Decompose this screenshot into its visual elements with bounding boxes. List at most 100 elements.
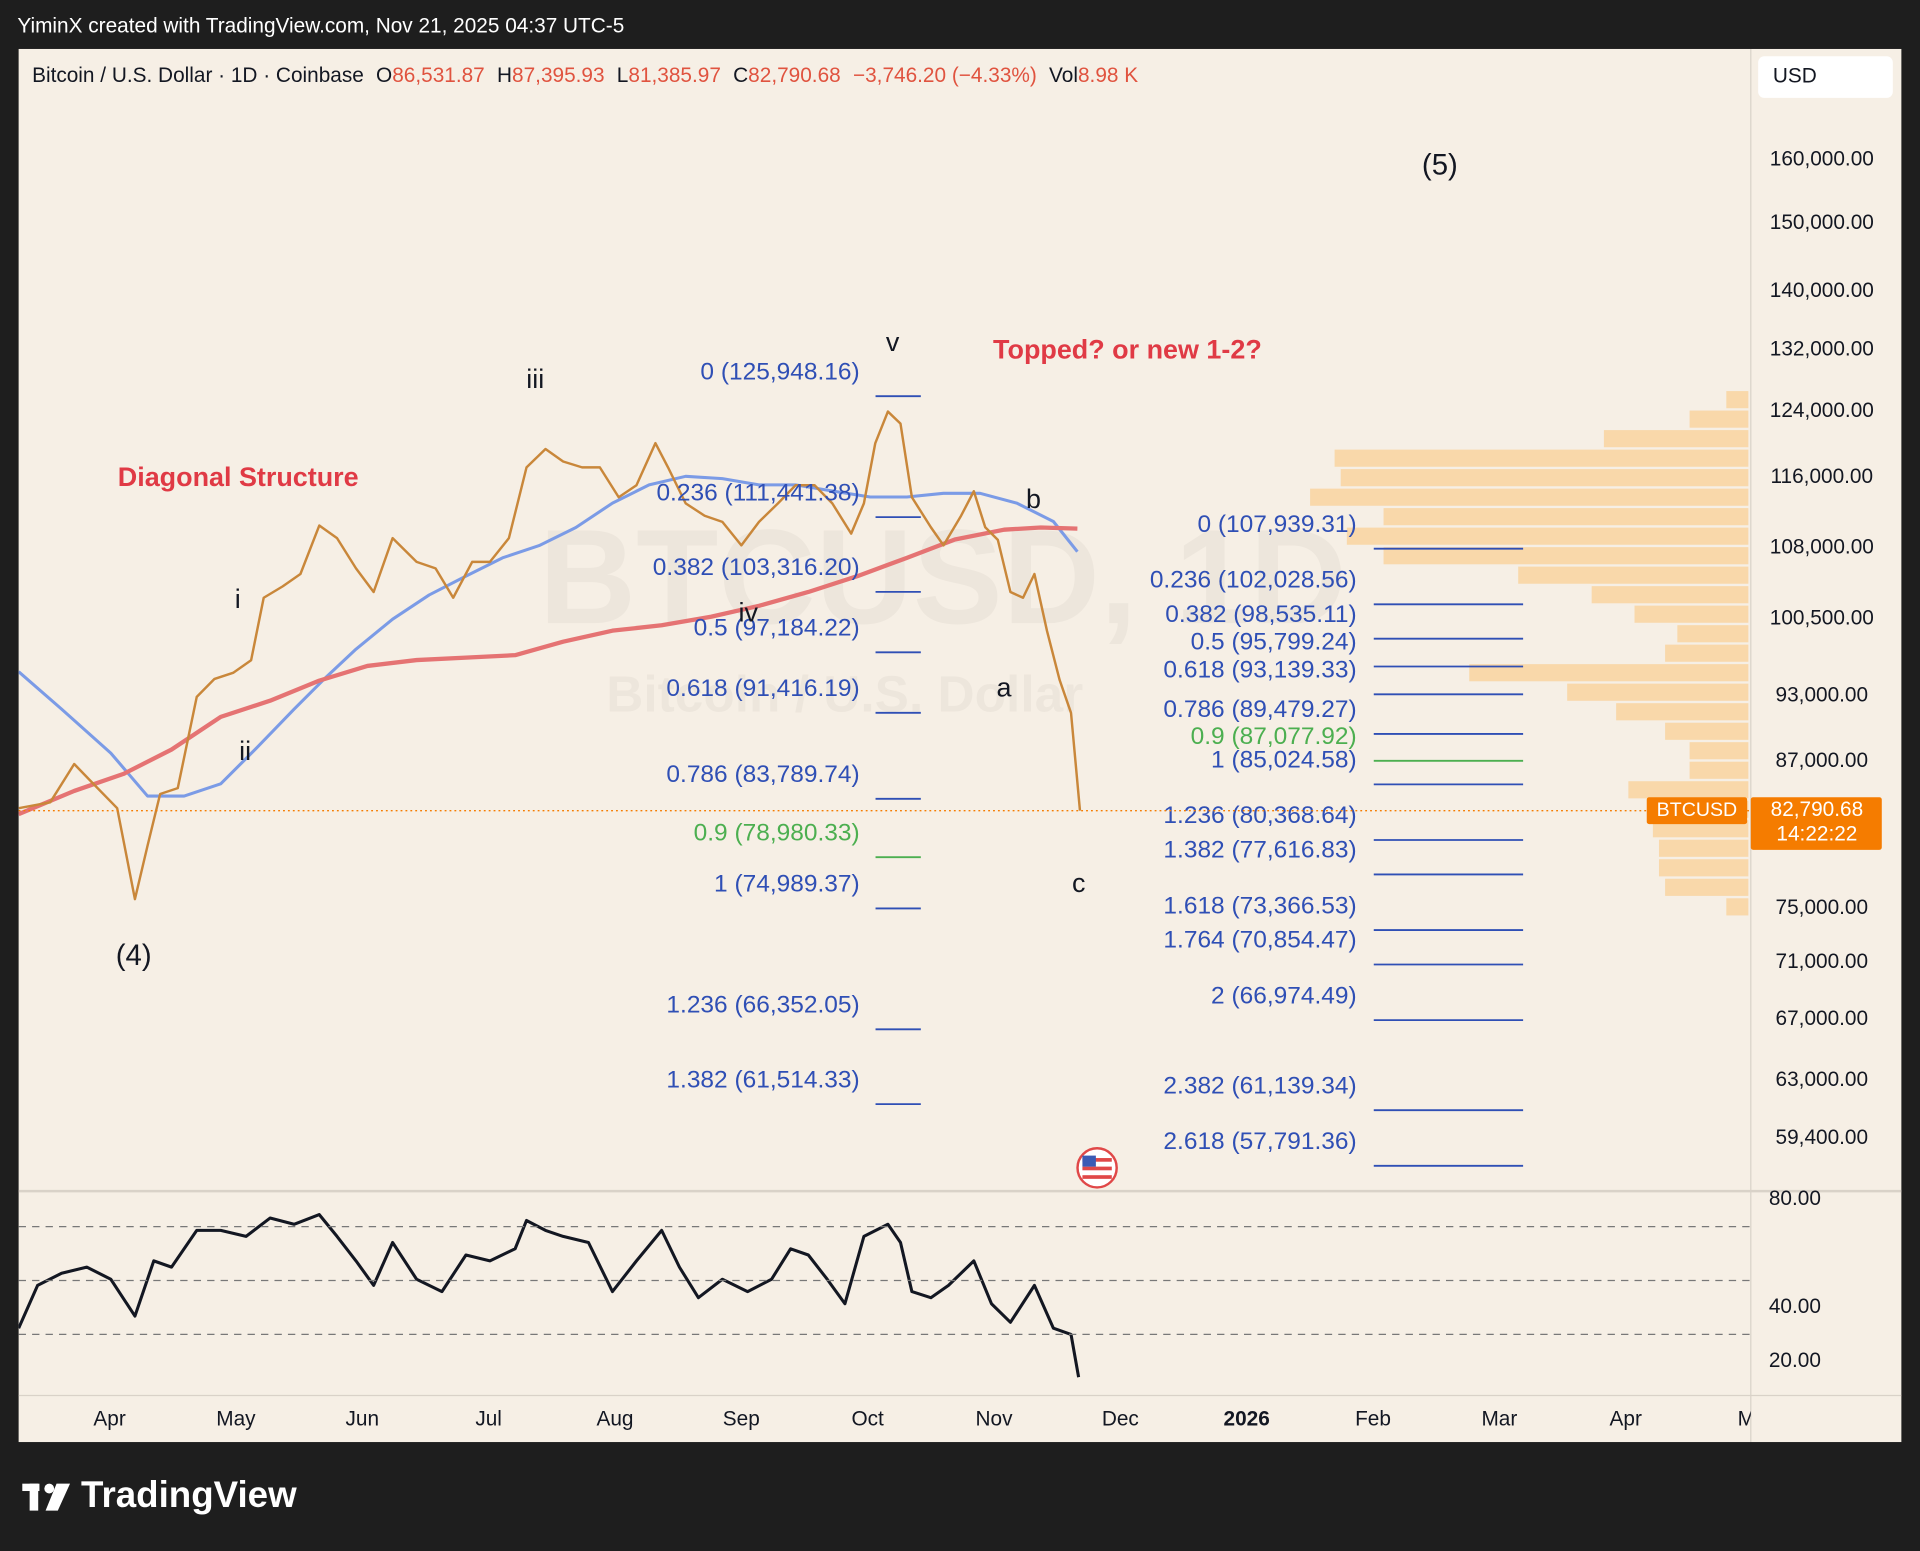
series-line <box>18 525 1078 817</box>
x-tick-label: Jul <box>475 1408 502 1431</box>
fib-label: 2.382 (61,139.34) <box>1163 1072 1356 1099</box>
fib-label: 0.9 (78,980.33) <box>694 819 860 846</box>
fib-label: 0.5 (97,184.22) <box>694 615 860 642</box>
wave-label: ii <box>239 736 251 766</box>
price-tag-label: 82,790.68 <box>1771 798 1864 821</box>
fib-label: 0.618 (93,139.33) <box>1163 657 1356 684</box>
fib-label: 0.236 (111,441.38) <box>656 479 859 506</box>
volume-profile-bar <box>1616 703 1749 721</box>
x-tick-label: Oct <box>851 1408 884 1431</box>
x-tick-label: Mar <box>1481 1408 1517 1431</box>
brand: TradingView <box>81 1474 297 1515</box>
y-tick-label: 75,000.00 <box>1776 896 1869 919</box>
volume-profile-bar <box>1634 605 1749 623</box>
volume-profile-bar <box>1689 761 1749 779</box>
ohlc-key: H <box>497 63 512 86</box>
y-tick-label: 67,000.00 <box>1776 1007 1869 1030</box>
volume-profile-bar <box>1689 410 1749 428</box>
data-layer: 0 (125,948.16) 0.236 (111,441.38) 0.382 (1… <box>18 147 1882 1431</box>
y-tick-label: 71,000.00 <box>1776 950 1869 973</box>
fib-label: 0.786 (89,479.27) <box>1163 696 1356 723</box>
x-tick-label: Apr <box>93 1408 125 1431</box>
wave-label: b <box>1026 484 1041 514</box>
volume-profile-bar <box>1726 391 1749 409</box>
volume-profile-bar <box>1310 488 1749 506</box>
fib-label: 0.5 (95,799.24) <box>1191 629 1357 656</box>
ohlc-key: L <box>617 63 629 86</box>
price-tag <box>1750 797 1882 850</box>
volume-profile-bar <box>1628 781 1749 799</box>
wave-label: iii <box>526 364 544 394</box>
brand-logo <box>22 1483 71 1511</box>
wave-label: (4) <box>116 939 152 972</box>
y-tick-label: 63,000.00 <box>1776 1068 1869 1091</box>
volume-profile-bar <box>1726 898 1749 916</box>
volume-profile-bar <box>1518 566 1749 584</box>
volume-profile-bar <box>1567 683 1749 701</box>
symbol-tag <box>1646 797 1748 825</box>
note: Diagonal Structure <box>118 462 359 492</box>
ohlc-key: O <box>376 63 392 86</box>
y-tick-label: 140,000.00 <box>1770 279 1874 302</box>
series-line <box>18 410 1082 901</box>
wave-label: v <box>886 327 900 357</box>
ohlc-key: C <box>733 63 748 86</box>
time-axis: Apr May Jun Jul Aug Sep Oct Nov Dec 2026 Feb Mar Apr… <box>93 1408 1767 1431</box>
fib-label: 0.382 (103,316.20) <box>653 554 860 581</box>
volume-profile-bar <box>1658 859 1749 877</box>
fib-label: 1 (74,989.37) <box>714 871 860 898</box>
y-tick-label: 108,000.00 <box>1770 536 1874 559</box>
volume-profile-bar <box>1334 449 1749 467</box>
x-tick-label: Jun <box>346 1408 380 1431</box>
annotations: (5) v iii i ii iv (4) a b c Diagonal Str… <box>116 148 1458 972</box>
y-tick-label: 59,400.00 <box>1776 1126 1869 1149</box>
fib-label: 1 (85,024.58) <box>1211 747 1357 774</box>
x-tick-label: Ma <box>1738 1408 1767 1431</box>
rsi-tick-label: 40.00 <box>1769 1295 1821 1318</box>
x-tick-label: Nov <box>976 1408 1014 1431</box>
x-tick-label: Aug <box>596 1408 633 1431</box>
volume-profile-bar <box>1677 625 1749 643</box>
wave-label: iv <box>738 598 758 628</box>
volume-profile-bar <box>1665 878 1749 896</box>
symbol: Bitcoin / U.S. Dollar · 1D · Coinbase <box>32 63 364 86</box>
y-tick-label: 116,000.00 <box>1771 465 1874 488</box>
ohlc-value: 87,395.93 <box>512 63 605 86</box>
volume-profile-bar <box>1469 664 1749 682</box>
price-pane: 0 (125,948.16) 0.236 (111,441.38) 0.382 (1… <box>18 358 1749 1167</box>
fib-label: 1.382 (77,616.83) <box>1163 837 1356 864</box>
volume-profile-bar <box>1591 586 1749 604</box>
fib-label: 2 (66,974.49) <box>1211 982 1357 1009</box>
fib-label: 2.618 (57,791.36) <box>1163 1128 1356 1155</box>
legend-line: Bitcoin / U.S. Dollar · 1D · Coinbase O86… <box>32 63 1138 86</box>
currency-button[interactable] <box>1758 56 1893 98</box>
x-tick-label: Feb <box>1355 1408 1391 1431</box>
y-tick-label: 87,000.00 <box>1776 749 1869 772</box>
event-flag[interactable] <box>1076 1147 1118 1189</box>
y-tick-label: 93,000.00 <box>1776 683 1869 706</box>
fib-label: 0.9 (87,077.92) <box>1191 723 1357 750</box>
fib-label: 1.236 (66,352.05) <box>666 992 859 1019</box>
y-tick-label: 150,000.00 <box>1770 211 1874 234</box>
wave-label: i <box>235 584 241 614</box>
currency-label: USD <box>1773 65 1817 88</box>
change: −3,746.20 (−4.33%) <box>853 63 1037 86</box>
fib-label: 1.618 (73,366.53) <box>1163 892 1356 919</box>
y-tick-label: 124,000.00 <box>1770 399 1874 422</box>
x-tick-label: May <box>216 1408 256 1431</box>
symbol-tag-label: BTCUSD <box>1657 799 1738 821</box>
rsi-tick-label: 20.00 <box>1769 1349 1821 1372</box>
fib-label: 0 (107,939.31) <box>1197 511 1356 538</box>
x-tick-label: Apr <box>1610 1408 1642 1431</box>
ohlc-value: 86,531.87 <box>392 63 485 86</box>
x-tick-label: Dec <box>1102 1408 1139 1431</box>
fib-label: 0.382 (98,535.11) <box>1165 601 1356 628</box>
volume-profile-bar <box>1383 547 1749 565</box>
fib-label: 0 (125,948.16) <box>700 358 859 385</box>
wave-label: (5) <box>1422 148 1458 181</box>
chart-background <box>18 48 1902 1443</box>
countdown: 14:22:22 <box>1776 823 1857 846</box>
y-tick-label: 100,500.00 <box>1770 607 1874 630</box>
volume-profile-bar <box>1665 722 1749 740</box>
